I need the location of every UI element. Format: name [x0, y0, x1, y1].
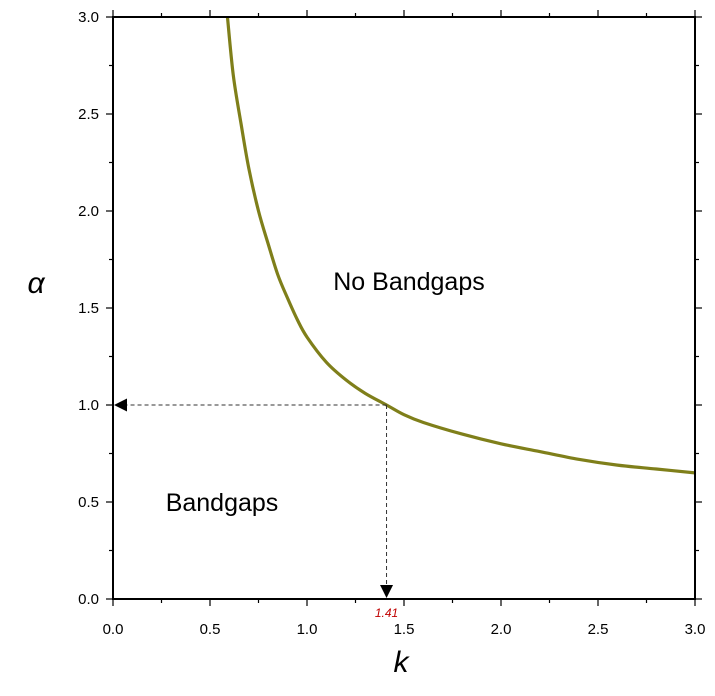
arrowhead-down-icon — [380, 585, 394, 598]
x-tick-label: 0.0 — [103, 621, 124, 638]
x-tick-label: 1.5 — [394, 621, 415, 638]
y-tick-label: 0.5 — [78, 494, 99, 511]
plot-area — [114, 17, 695, 598]
arrowhead-left-icon — [114, 398, 127, 412]
region-label-no-bandgaps: No Bandgaps — [333, 268, 485, 296]
y-axis-title: α — [27, 267, 45, 300]
x-tick-label: 2.0 — [491, 621, 512, 638]
series-curve-0 — [225, 17, 695, 475]
y-tick-label: 1.5 — [78, 300, 99, 317]
y-tick-label: 0.0 — [78, 591, 99, 608]
x-tick-label: 3.0 — [685, 621, 706, 638]
y-tick-label: 2.0 — [78, 203, 99, 220]
y-tick-label: 3.0 — [78, 9, 99, 26]
x-axis-title: k — [394, 646, 411, 679]
region-label-bandgaps: Bandgaps — [166, 489, 279, 517]
x-tick-label: 1.0 — [297, 621, 318, 638]
axes: 1.41 0.0 0.5 1.0 1.5 2.0 2.5 3.0 0.0 0.5 1.0 1.5 2.0… — [78, 9, 705, 638]
y-tick-label: 2.5 — [78, 106, 99, 123]
marker-x-label: 1.41 — [375, 606, 398, 620]
y-tick-label: 1.0 — [78, 397, 99, 414]
x-tick-label: 2.5 — [588, 621, 609, 638]
x-tick-label: 0.5 — [200, 621, 221, 638]
